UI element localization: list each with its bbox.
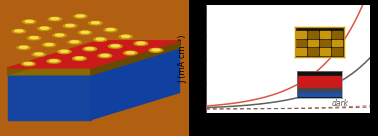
Ellipse shape <box>149 48 163 52</box>
Ellipse shape <box>22 62 35 66</box>
Ellipse shape <box>42 43 56 47</box>
Ellipse shape <box>66 24 74 27</box>
Ellipse shape <box>91 22 99 24</box>
X-axis label: E (V) vs. RHE: E (V) vs. RHE <box>261 129 316 136</box>
Polygon shape <box>0 0 189 136</box>
Bar <box>308 31 318 38</box>
Polygon shape <box>8 41 180 68</box>
Ellipse shape <box>86 47 94 50</box>
Bar <box>332 31 342 38</box>
Ellipse shape <box>124 51 137 55</box>
Ellipse shape <box>73 14 87 18</box>
Ellipse shape <box>119 35 132 39</box>
Ellipse shape <box>60 50 68 52</box>
Bar <box>296 40 306 46</box>
Ellipse shape <box>76 15 84 17</box>
Bar <box>320 40 330 46</box>
Ellipse shape <box>78 31 92 35</box>
Y-axis label: J (mA cm⁻²): J (mA cm⁻²) <box>178 35 187 83</box>
Ellipse shape <box>12 29 26 33</box>
Bar <box>332 48 342 55</box>
Polygon shape <box>91 41 180 75</box>
Ellipse shape <box>24 62 33 65</box>
Ellipse shape <box>98 54 112 58</box>
Bar <box>298 76 341 88</box>
Ellipse shape <box>101 54 109 56</box>
Ellipse shape <box>134 42 147 45</box>
Ellipse shape <box>35 53 43 55</box>
Ellipse shape <box>51 18 59 20</box>
Ellipse shape <box>40 27 48 29</box>
Ellipse shape <box>15 30 23 32</box>
Ellipse shape <box>108 44 122 48</box>
Bar <box>320 48 330 55</box>
Ellipse shape <box>68 40 82 44</box>
Ellipse shape <box>137 42 145 44</box>
Ellipse shape <box>50 60 58 62</box>
Ellipse shape <box>63 24 77 28</box>
Polygon shape <box>91 41 180 75</box>
Ellipse shape <box>71 41 79 43</box>
Ellipse shape <box>81 31 89 33</box>
Ellipse shape <box>75 57 84 59</box>
Ellipse shape <box>53 33 67 37</box>
Bar <box>332 40 342 46</box>
Ellipse shape <box>30 37 38 39</box>
Ellipse shape <box>47 59 61 63</box>
Ellipse shape <box>48 17 62 21</box>
Ellipse shape <box>104 28 117 32</box>
Bar <box>308 48 318 55</box>
Ellipse shape <box>45 43 53 46</box>
Ellipse shape <box>32 52 46 56</box>
Ellipse shape <box>122 35 130 37</box>
Ellipse shape <box>23 20 36 24</box>
Ellipse shape <box>111 45 119 47</box>
Bar <box>320 31 330 38</box>
Bar <box>298 93 341 96</box>
Ellipse shape <box>126 52 135 54</box>
Ellipse shape <box>107 28 115 31</box>
Ellipse shape <box>17 46 30 50</box>
Ellipse shape <box>25 20 33 22</box>
Polygon shape <box>91 48 180 120</box>
Polygon shape <box>8 75 91 120</box>
Bar <box>296 48 306 55</box>
Ellipse shape <box>20 46 28 48</box>
Ellipse shape <box>38 27 51 30</box>
Ellipse shape <box>56 34 64 36</box>
Ellipse shape <box>83 47 97 51</box>
Polygon shape <box>8 48 180 75</box>
Ellipse shape <box>73 57 86 60</box>
Bar <box>298 88 341 93</box>
Bar <box>308 40 318 46</box>
Bar <box>296 31 306 38</box>
Polygon shape <box>8 41 98 75</box>
Ellipse shape <box>93 38 107 41</box>
Ellipse shape <box>57 50 71 54</box>
Ellipse shape <box>152 49 160 51</box>
Ellipse shape <box>89 21 102 25</box>
Ellipse shape <box>27 36 41 40</box>
Text: dark: dark <box>332 99 349 108</box>
Ellipse shape <box>96 38 104 40</box>
